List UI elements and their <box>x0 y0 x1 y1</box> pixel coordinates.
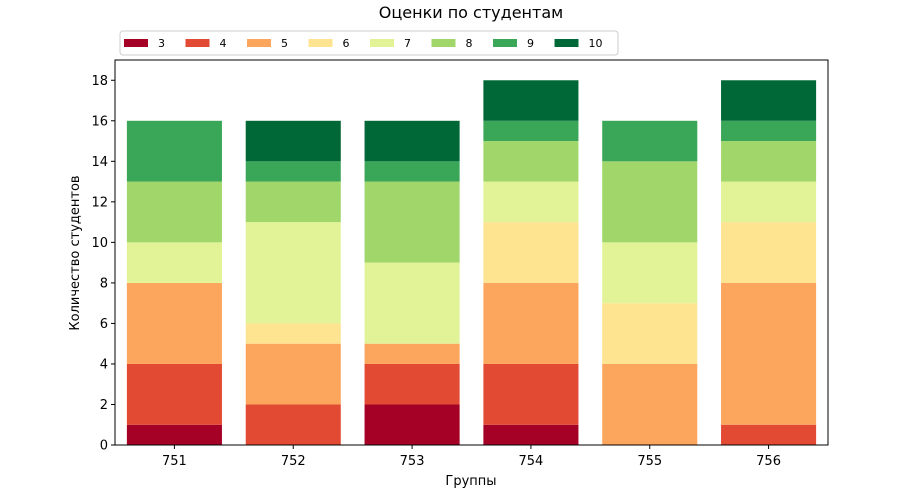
bar-segment-754-4 <box>483 363 579 425</box>
x-axis-label: Группы <box>445 474 496 489</box>
bar-segment-754-9 <box>483 120 579 142</box>
bar-segment-753-9 <box>364 161 460 182</box>
bar-segment-754-10 <box>483 80 579 121</box>
bar-segment-754-5 <box>483 282 579 364</box>
bar-segment-755-6 <box>602 303 698 364</box>
y-tick-label: 2 <box>100 398 108 413</box>
legend-swatch-6 <box>308 39 333 47</box>
bar-segment-756-9 <box>721 120 817 142</box>
legend-label-6: 6 <box>343 37 350 50</box>
legend-label-8: 8 <box>466 37 473 50</box>
x-tick-label: 755 <box>637 454 662 469</box>
legend-swatch-3 <box>124 39 148 47</box>
bar-segment-756-4 <box>721 424 817 445</box>
bar-segment-753-3 <box>364 404 460 445</box>
bar-segment-754-7 <box>483 181 579 223</box>
y-tick-label: 16 <box>91 114 108 129</box>
bar-segment-754-6 <box>483 222 579 283</box>
legend-swatch-8 <box>431 39 456 47</box>
bar-segment-753-7 <box>364 262 460 344</box>
bar-segment-751-9 <box>126 120 222 182</box>
plot-frame <box>114 59 829 446</box>
bar-segment-755-5 <box>602 363 698 445</box>
bar-segment-751-4 <box>126 363 222 425</box>
chart-title: Оценки по студентам <box>379 3 563 22</box>
y-tick-label: 12 <box>91 195 108 210</box>
legend-label-3: 3 <box>158 37 165 50</box>
bar-segment-754-8 <box>483 141 579 182</box>
bar-segment-751-8 <box>126 181 222 243</box>
bar-segment-755-9 <box>602 120 698 162</box>
bar-segment-752-7 <box>245 222 341 324</box>
bars-layer <box>126 80 817 445</box>
y-axis-label: Количество студентов <box>68 175 83 330</box>
bar-segment-753-10 <box>364 120 460 162</box>
y-tick-label: 8 <box>100 276 108 291</box>
y-tick-label: 4 <box>100 357 108 372</box>
bar-segment-756-6 <box>721 222 817 283</box>
legend-swatch-4 <box>185 39 210 47</box>
legend-swatch-7 <box>370 39 394 47</box>
legend-frame <box>119 30 619 56</box>
y-tick-label: 14 <box>91 155 108 170</box>
y-tick-label: 0 <box>100 439 108 454</box>
bar-segment-753-8 <box>364 181 460 263</box>
bar-segment-752-5 <box>245 343 341 405</box>
bar-segment-752-6 <box>245 323 341 344</box>
bar-segment-756-5 <box>721 282 817 425</box>
bar-segment-753-5 <box>364 343 460 364</box>
axes-layer: 0 2 4 6 8 10 12 14 16 18 751 752 753 754 755 756 <box>91 59 829 469</box>
legend-swatch-9 <box>493 39 517 47</box>
bar-segment-752-8 <box>245 181 341 223</box>
x-tick-label: 753 <box>400 454 425 469</box>
legend: 3 4 5 6 7 8 9 10 <box>119 30 619 56</box>
bar-segment-751-7 <box>126 242 222 283</box>
bar-segment-755-7 <box>602 242 698 304</box>
bar-segment-756-7 <box>721 181 817 223</box>
y-tick-label: 10 <box>91 236 108 251</box>
y-tick-label: 18 <box>91 74 108 89</box>
x-tick-label: 751 <box>162 454 187 469</box>
legend-swatch-10 <box>554 39 579 47</box>
legend-label-10: 10 <box>589 37 603 50</box>
bar-segment-752-10 <box>245 120 341 162</box>
legend-swatch-5 <box>247 39 271 47</box>
legend-label-4: 4 <box>220 37 227 50</box>
x-tick-label: 754 <box>519 454 544 469</box>
bar-segment-756-8 <box>721 141 817 182</box>
legend-label-9: 9 <box>527 37 534 50</box>
bar-segment-751-3 <box>126 424 222 445</box>
bar-segment-756-10 <box>721 80 817 121</box>
bar-segment-752-9 <box>245 161 341 182</box>
x-tick-label: 756 <box>756 454 781 469</box>
legend-label-5: 5 <box>281 37 288 50</box>
legend-label-7: 7 <box>404 37 411 50</box>
bar-segment-751-5 <box>126 282 222 364</box>
bar-segment-753-4 <box>364 363 460 405</box>
x-tick-label: 752 <box>281 454 306 469</box>
y-tick-label: 6 <box>100 317 108 332</box>
bar-segment-755-8 <box>602 161 698 243</box>
bar-segment-752-4 <box>245 404 341 445</box>
bar-segment-754-3 <box>483 424 579 445</box>
